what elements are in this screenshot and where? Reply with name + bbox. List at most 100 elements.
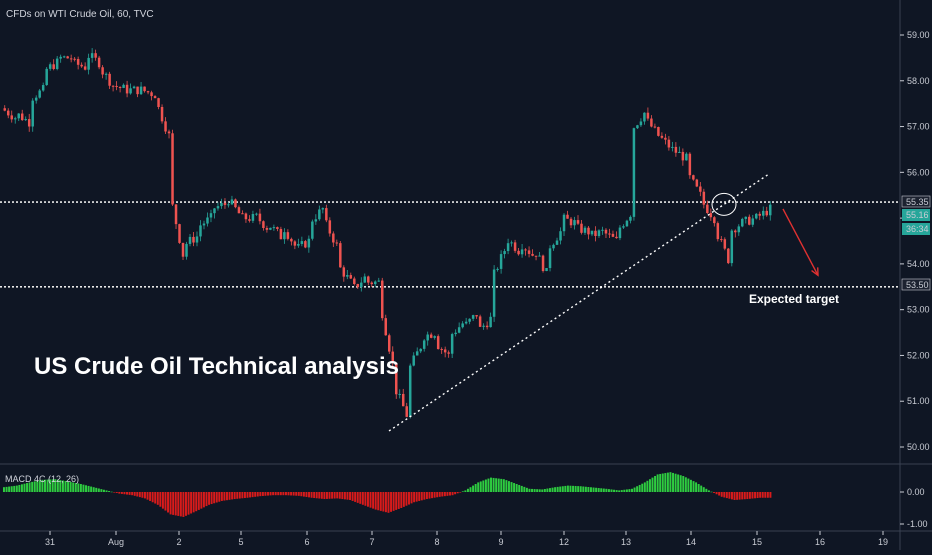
macd-bar <box>582 486 585 492</box>
macd-bar <box>482 480 485 492</box>
candle-body <box>31 100 34 127</box>
time-tick-label: 9 <box>498 537 503 547</box>
macd-bar <box>159 492 162 507</box>
candle-body <box>730 230 734 264</box>
macd-bar <box>197 492 200 510</box>
candle-body <box>489 316 492 328</box>
macd-bar <box>387 492 390 513</box>
macd-bar <box>441 492 444 497</box>
countdown-badge <box>902 223 930 235</box>
candle-body <box>24 119 27 121</box>
candle-body <box>744 216 748 219</box>
macd-bar <box>415 492 418 502</box>
candle-body <box>34 97 38 101</box>
macd-bar <box>179 492 182 517</box>
macd-bar <box>490 477 492 492</box>
macd-bar <box>177 492 180 516</box>
candle-body <box>755 213 758 219</box>
candle-body <box>513 242 517 251</box>
macd-bar <box>733 492 736 500</box>
candle-body <box>146 91 150 93</box>
candle-body <box>713 217 716 224</box>
candle-body <box>17 113 20 119</box>
macd-bar <box>469 487 472 492</box>
macd-bar <box>766 492 769 498</box>
candle-body <box>94 53 97 58</box>
macd-bar <box>554 487 557 492</box>
macd-bar <box>707 490 710 492</box>
macd-bar <box>131 492 134 496</box>
candle-body <box>709 213 713 218</box>
candle-body <box>209 213 213 218</box>
candle-body <box>276 227 279 229</box>
candle-body <box>601 229 604 231</box>
candle-body <box>678 151 681 153</box>
candle-body <box>457 327 461 333</box>
macd-bar <box>226 492 228 501</box>
time-tick-label: 7 <box>369 537 374 547</box>
macd-bar <box>507 481 510 492</box>
macd-bar <box>756 492 759 499</box>
macd-bar <box>566 485 569 492</box>
macd-bar <box>677 474 680 492</box>
macd-bar <box>151 492 154 503</box>
macd-bar <box>492 477 495 492</box>
macd-bar <box>295 492 298 496</box>
macd-bar <box>259 492 262 497</box>
macd-panel-bg <box>0 466 900 530</box>
macd-bar <box>318 492 321 499</box>
candle-body <box>230 199 234 205</box>
macd-bar <box>613 489 616 492</box>
macd-bar <box>200 492 203 509</box>
candle-body <box>660 135 664 138</box>
candle-body <box>720 239 723 241</box>
current-price-badge <box>902 209 930 221</box>
macd-bar <box>705 488 708 492</box>
macd-bar <box>44 479 46 492</box>
macd-bar <box>600 488 603 492</box>
macd-bar <box>510 482 513 492</box>
macd-bar <box>674 473 677 492</box>
macd-bar <box>205 492 208 507</box>
macd-bar <box>61 480 64 492</box>
candle-body <box>206 217 209 224</box>
price-tick-label: 51.00 <box>907 396 930 406</box>
macd-bar <box>36 480 39 492</box>
macd-bar <box>110 491 113 493</box>
macd-title: MACD 4C (12, 26) <box>5 474 79 484</box>
candle-body <box>496 268 499 270</box>
candle-body <box>381 280 384 319</box>
macd-bar <box>59 480 62 492</box>
macd-bar <box>72 482 75 492</box>
candle-body <box>608 233 611 235</box>
macd-bar <box>246 492 249 498</box>
candle-body <box>213 208 216 214</box>
macd-bar <box>487 478 490 492</box>
candle-body <box>436 336 440 350</box>
macd-bar <box>518 484 521 492</box>
macd-bar <box>169 492 172 515</box>
candle-body <box>517 250 520 255</box>
macd-bar <box>174 492 177 516</box>
macd-bar <box>274 492 277 496</box>
candle-body <box>471 315 475 319</box>
price-tick-label: 59.00 <box>907 30 930 40</box>
macd-bar <box>533 489 536 492</box>
candle-body <box>97 57 101 68</box>
macd-bar <box>100 489 103 492</box>
candle-body <box>241 213 244 215</box>
macd-bar <box>536 489 539 492</box>
macd-bar <box>195 492 198 512</box>
candle-body <box>41 85 45 91</box>
candle-body <box>769 204 772 216</box>
macd-bar <box>154 492 157 504</box>
macd-bar <box>325 492 328 499</box>
candle-body <box>653 126 657 128</box>
candle-body <box>583 227 587 233</box>
macd-bar <box>133 492 136 496</box>
macd-bar <box>682 476 685 492</box>
macd-bar <box>500 478 503 492</box>
macd-bar <box>451 492 454 496</box>
